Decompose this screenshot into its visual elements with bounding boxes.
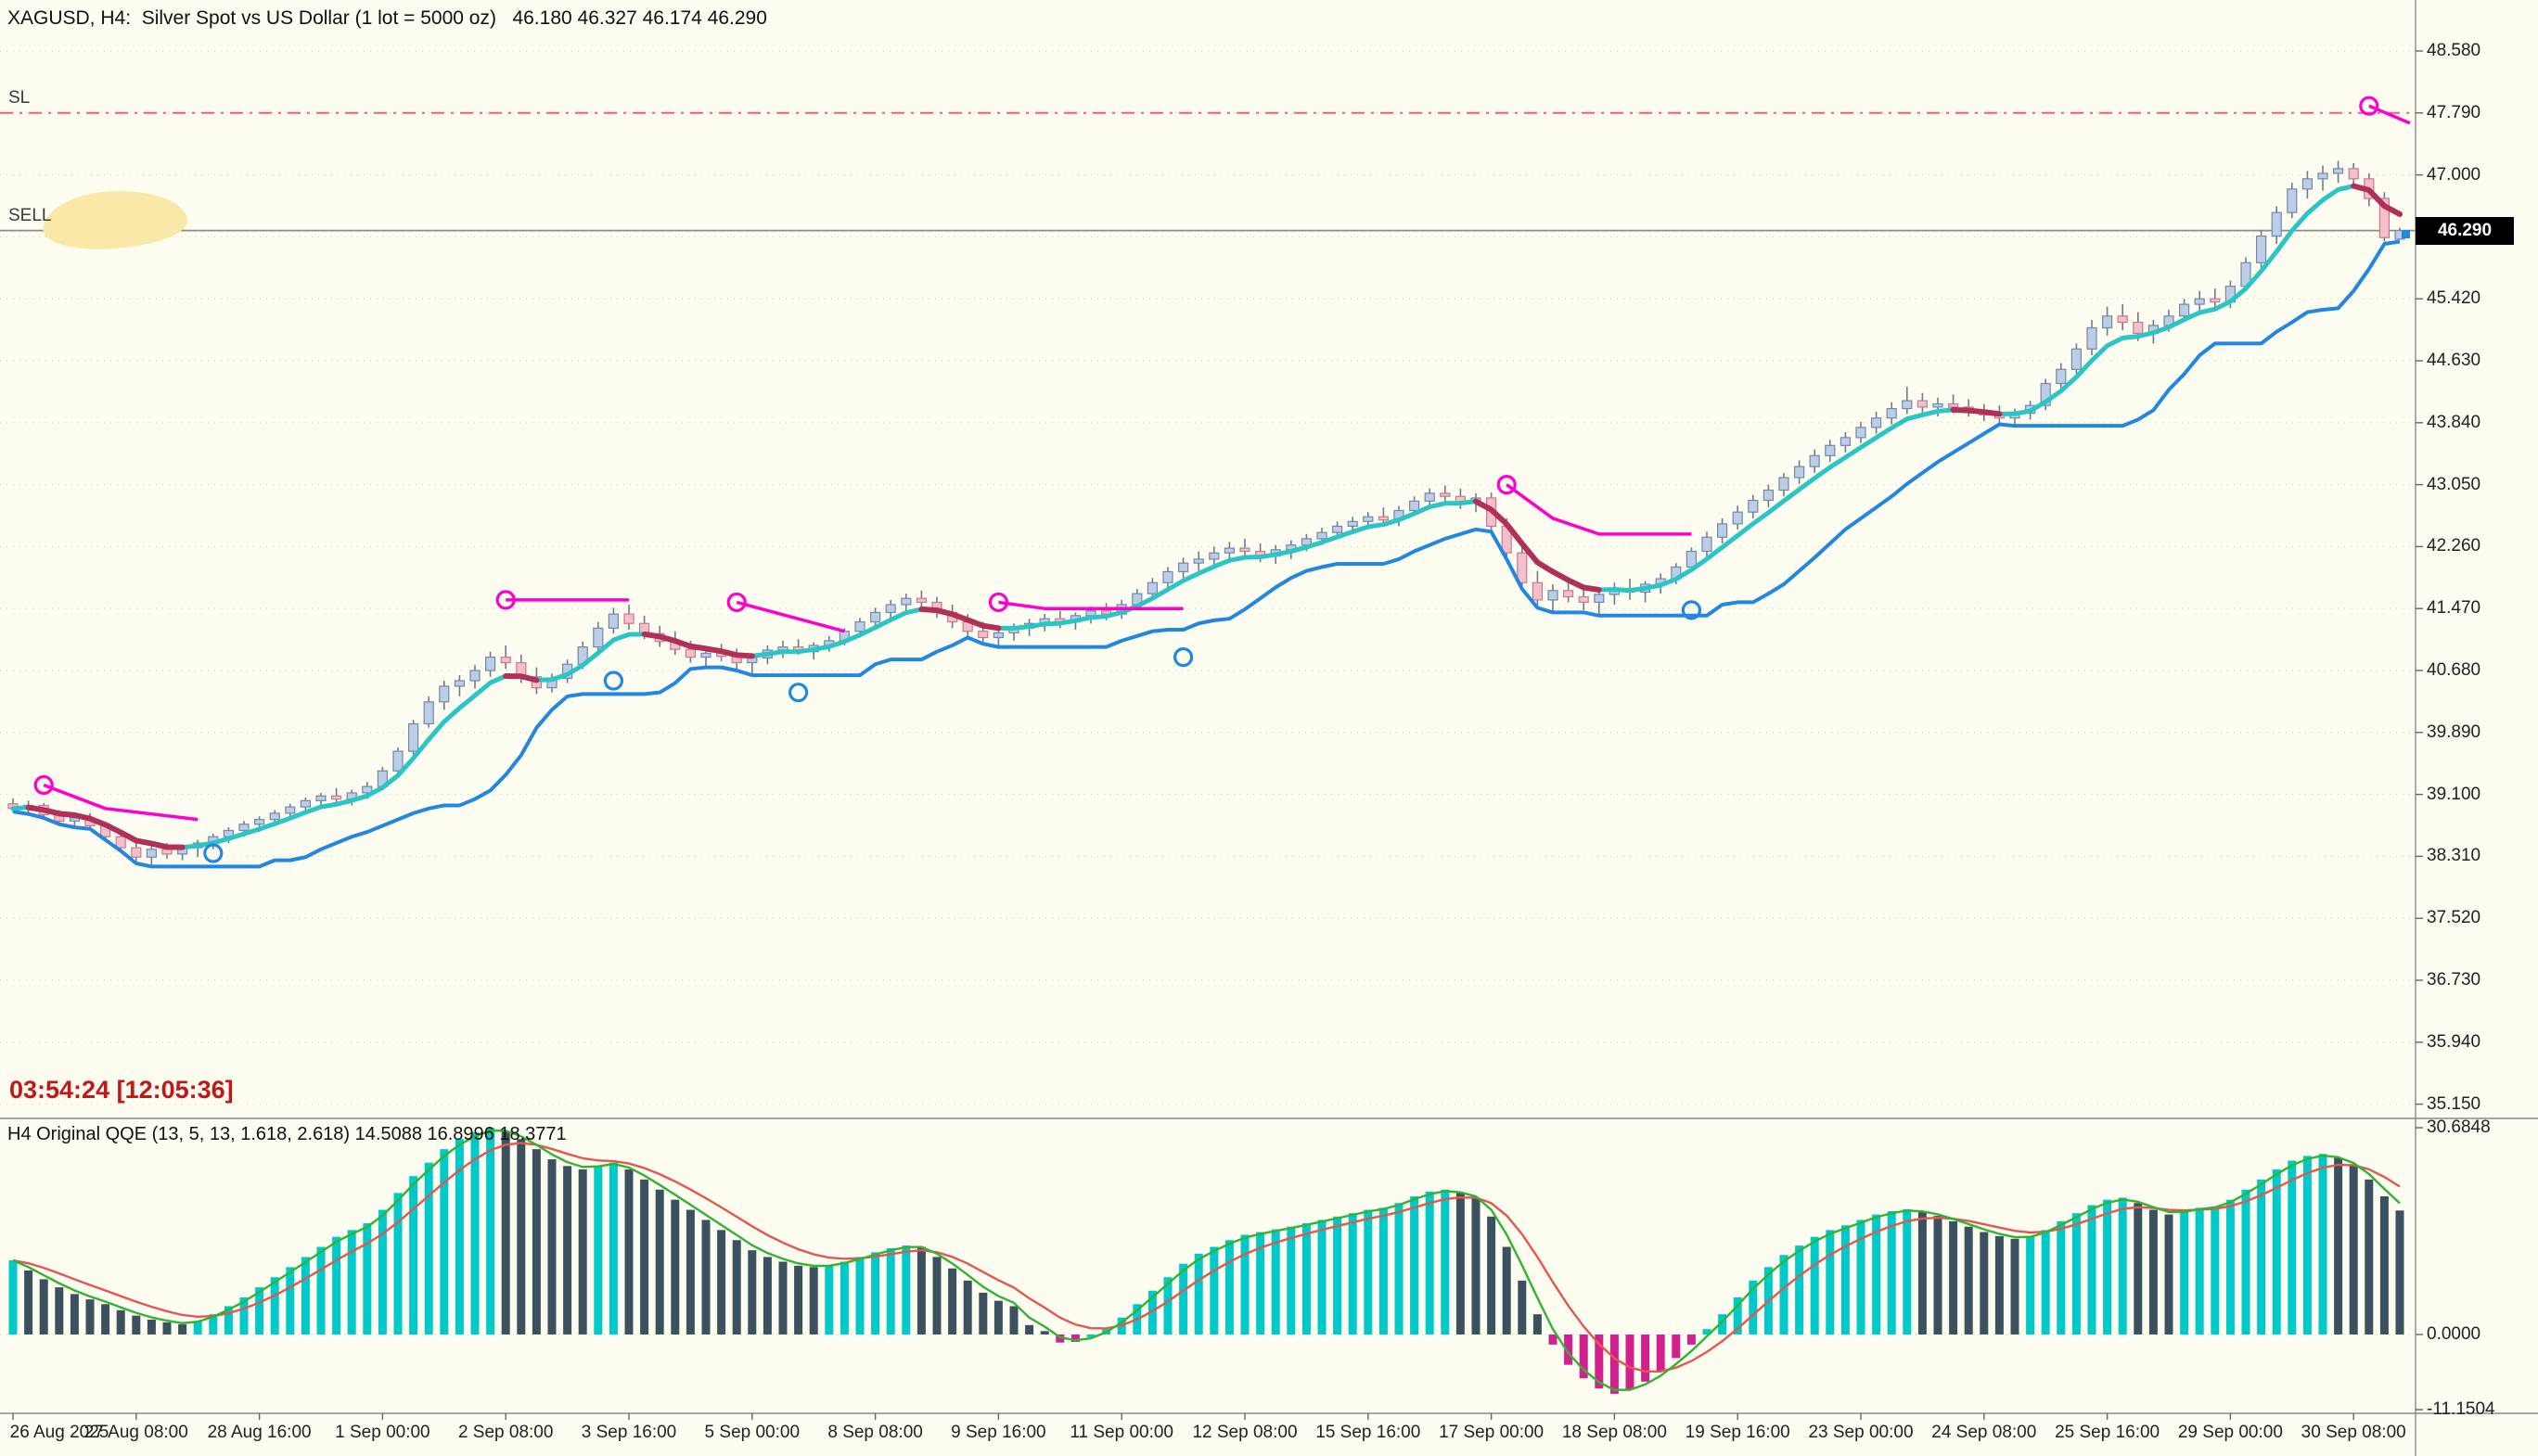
sell-signal-icon — [2359, 96, 2379, 116]
buy-signal-icon — [203, 843, 224, 863]
qqe-histogram — [8, 1127, 2404, 1394]
time-tick-label: 2 Sep 08:00 — [457, 1423, 554, 1442]
current-bar-marker — [2402, 230, 2410, 239]
price-tick-label: 47.000 — [2427, 164, 2481, 185]
candlestick-series — [7, 160, 2405, 867]
time-tick-label: 3 Sep 16:00 — [581, 1423, 677, 1442]
chart-symbol-ohlc-title: XAGUSD, H4: Silver Spot vs US Dollar (1 … — [7, 7, 767, 29]
price-tick-label: 40.680 — [2427, 660, 2481, 680]
price-tick-label: 43.840 — [2427, 412, 2481, 432]
time-tick-label: 11 Sep 00:00 — [1070, 1423, 1174, 1442]
sell-signal-icon — [726, 592, 747, 613]
time-tick-label: 23 Sep 00:00 — [1808, 1423, 1914, 1442]
price-tick-label: 43.050 — [2427, 474, 2481, 494]
time-tick-label: 29 Sep 00:00 — [2177, 1423, 2283, 1442]
sell-order-line-label[interactable]: SELL — [8, 205, 52, 225]
time-tick-label: 24 Sep 08:00 — [1931, 1423, 2037, 1442]
time-tick-label: 8 Sep 08:00 — [827, 1423, 923, 1442]
time-tick-label: 15 Sep 16:00 — [1315, 1423, 1421, 1442]
price-tick-label: 47.790 — [2427, 102, 2481, 122]
price-tick-label: 35.150 — [2427, 1093, 2481, 1114]
qqe-fast-line — [12, 1129, 2401, 1391]
sl-order-line-label[interactable]: SL — [8, 87, 31, 108]
fast-ma-line — [10, 184, 2403, 850]
current-price-tag: 46.290 — [2416, 216, 2514, 245]
sell-signal-icon — [495, 590, 516, 610]
sell-signal-icon — [33, 774, 54, 796]
price-tick-label: 35.940 — [2427, 1031, 2481, 1052]
order-lines[interactable] — [0, 111, 2416, 232]
ma-falling-segments — [25, 183, 2403, 850]
time-tick-label: 19 Sep 16:00 — [1685, 1423, 1790, 1442]
sell-signal-icon — [1496, 475, 1517, 495]
trade-signals — [33, 96, 2410, 863]
indicator-scale-min: -11.1504 — [2427, 1399, 2495, 1419]
indicator-scale-zero: 0.0000 — [2427, 1324, 2481, 1344]
price-tick-label: 39.100 — [2427, 784, 2481, 804]
price-tick-label: 41.470 — [2427, 598, 2481, 619]
time-tick-label: 28 Aug 16:00 — [207, 1423, 312, 1442]
candle-countdown-timer: 03:54:24 [12:05:36] — [9, 1076, 234, 1104]
price-tick-label: 37.520 — [2427, 908, 2481, 928]
buy-signal-icon — [1681, 600, 1702, 620]
price-tick-label: 39.890 — [2427, 722, 2481, 742]
price-tick-label: 42.260 — [2427, 536, 2481, 556]
buy-signal-icon — [603, 671, 624, 691]
time-tick-label: 25 Sep 16:00 — [2055, 1423, 2160, 1442]
time-tick-label: 27 Aug 08:00 — [83, 1423, 188, 1442]
price-tick-label: 45.420 — [2427, 288, 2481, 309]
time-tick-label: 18 Sep 08:00 — [1561, 1423, 1667, 1442]
time-tick-label: 9 Sep 16:00 — [951, 1423, 1046, 1442]
time-tick-label: 5 Sep 00:00 — [704, 1423, 801, 1442]
buy-signal-icon — [788, 683, 809, 703]
time-tick-label: 30 Sep 08:00 — [2301, 1423, 2406, 1442]
price-tick-label: 38.310 — [2427, 846, 2481, 866]
buy-signal-icon — [1173, 647, 1194, 668]
price-tick-label: 48.580 — [2427, 41, 2481, 60]
sell-signal-icon — [988, 592, 1009, 613]
price-gridlines — [0, 50, 2416, 1335]
time-tick-label: 12 Sep 08:00 — [1192, 1423, 1298, 1442]
qqe-slow-line — [12, 1142, 2401, 1373]
trailing-stop-line — [12, 239, 2401, 869]
sell-trail-lines — [43, 104, 2411, 822]
time-tick-label: 1 Sep 00:00 — [335, 1423, 430, 1442]
price-tick-label: 36.730 — [2427, 970, 2481, 990]
price-tick-label: 44.630 — [2427, 351, 2481, 370]
indicator-scale-max: 30.6848 — [2427, 1118, 2491, 1137]
indicator-title: H4 Original QQE (13, 5, 13, 1.618, 2.618… — [7, 1124, 567, 1144]
time-tick-label: 26 Aug 2025 — [9, 1423, 109, 1442]
time-tick-label: 17 Sep 00:00 — [1439, 1423, 1545, 1442]
